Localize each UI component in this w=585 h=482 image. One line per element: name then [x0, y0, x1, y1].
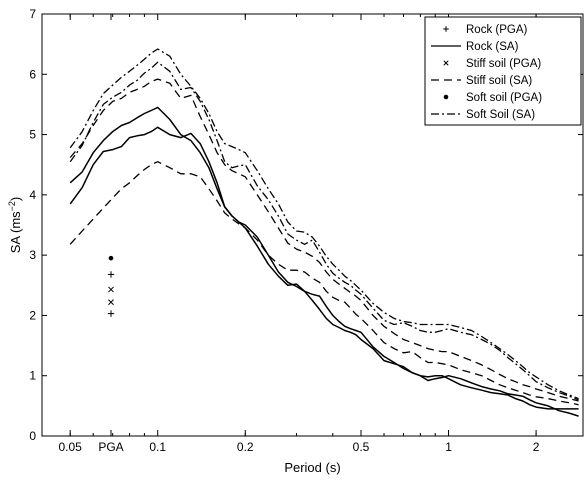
axis-ticks: 0 1 2 3 4 5 6 7 PGA 0.05 0.1 0.2 0.5 1 2	[29, 7, 583, 454]
x-tick-label-2: 0.1	[149, 440, 166, 454]
series-line-4	[69, 78, 579, 402]
x-axis-label: Period (s)	[284, 460, 340, 475]
legend-symbol-1	[443, 26, 449, 32]
legend-box	[424, 16, 582, 126]
legend-label-6: Soft Soil (SA)	[466, 109, 535, 121]
pga-point-2	[107, 271, 115, 278]
legend-label-3: Stiff soil (PGA)	[466, 58, 541, 70]
plot-content	[69, 48, 579, 417]
pga-point-3	[108, 299, 114, 306]
x-tick-label-1: 0.05	[59, 440, 83, 454]
pga-point-1	[107, 310, 115, 317]
x-tick-label-3: 0.2	[237, 440, 254, 454]
y-tick-label-4: 4	[29, 188, 36, 202]
x-tick-label-4: 0.5	[353, 440, 370, 454]
y-tick-label-1: 1	[29, 369, 36, 383]
series-line-3	[69, 161, 579, 406]
pga-point-5	[108, 255, 114, 261]
y-tick-label-6: 6	[29, 67, 36, 81]
y-axis-label-main: SA (ms	[8, 211, 23, 253]
series-line-6	[69, 48, 579, 400]
x-tick-label-0: PGA	[98, 440, 123, 454]
y-tick-label-3: 3	[29, 248, 36, 262]
series-line-5	[69, 61, 579, 401]
y-tick-label-2: 2	[29, 308, 36, 322]
series-line-1	[69, 126, 579, 417]
legend-symbol-5	[443, 94, 449, 100]
legend-symbol-3	[443, 60, 449, 66]
y-axis-label-close: )	[8, 197, 23, 201]
legend-label-1: Rock (PGA)	[466, 24, 528, 36]
y-axis-label: SA (ms−2)	[7, 197, 23, 254]
x-tick-label-6: 2	[533, 440, 540, 454]
legend-label-4: Stiff soil (SA)	[466, 75, 532, 87]
legend-label-2: Rock (SA)	[466, 41, 519, 53]
y-axis-label-exponent: −2	[7, 201, 17, 211]
y-tick-label-5: 5	[29, 128, 36, 142]
legend-label-5: Soft soil (PGA)	[466, 92, 542, 104]
y-tick-label-7: 7	[29, 7, 36, 21]
axes-frame	[41, 13, 584, 437]
x-tick-label-5: 1	[445, 440, 452, 454]
legend: Rock (PGA) Rock (SA) Stiff soil (PGA) Stiff…	[424, 16, 582, 126]
pga-point-4	[108, 286, 114, 293]
y-tick-label-0: 0	[29, 429, 36, 443]
series-line-2	[69, 106, 579, 410]
